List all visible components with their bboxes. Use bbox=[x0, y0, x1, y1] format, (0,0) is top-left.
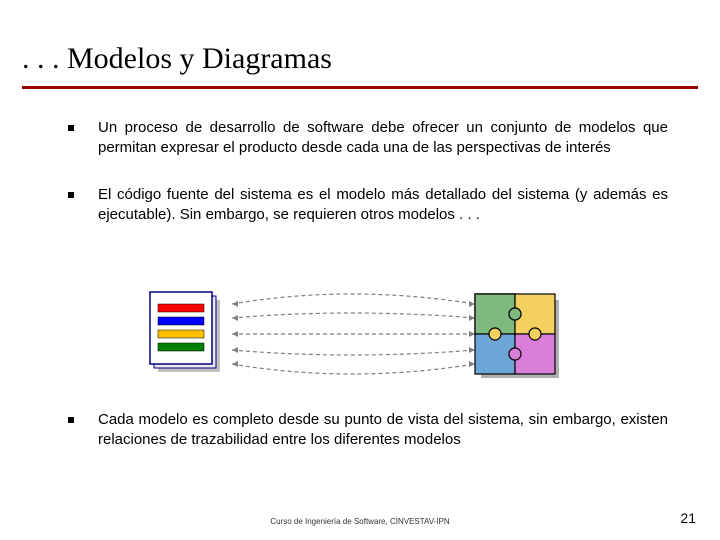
footer-text: Curso de Ingeniería de Software, CINVEST… bbox=[0, 517, 720, 526]
bullet-marker bbox=[68, 192, 74, 198]
title-underline bbox=[22, 86, 698, 89]
bullet-marker bbox=[68, 125, 74, 131]
bullet-text: Cada modelo es completo desde su punto d… bbox=[98, 410, 668, 451]
content-area: Un proceso de desarrollo de software deb… bbox=[68, 118, 668, 251]
bullet-text: Un proceso de desarrollo de software deb… bbox=[98, 118, 668, 159]
puzzle-icon bbox=[475, 294, 559, 378]
document-stack-icon bbox=[150, 292, 220, 372]
bullet-marker bbox=[68, 417, 74, 423]
bullet-3: Cada modelo es completo desde su punto d… bbox=[68, 410, 668, 451]
bullet-1: Un proceso de desarrollo de software deb… bbox=[68, 118, 668, 159]
bullet-3-wrap: Cada modelo es completo desde su punto d… bbox=[68, 410, 668, 451]
slide-title: . . . Modelos y Diagramas bbox=[22, 42, 332, 76]
bullet-text: El código fuente del sistema es el model… bbox=[98, 185, 668, 226]
page-number: 21 bbox=[680, 510, 696, 526]
trace-arrows bbox=[232, 294, 475, 374]
bullet-2: El código fuente del sistema es el model… bbox=[68, 185, 668, 226]
models-diagram bbox=[140, 286, 570, 384]
